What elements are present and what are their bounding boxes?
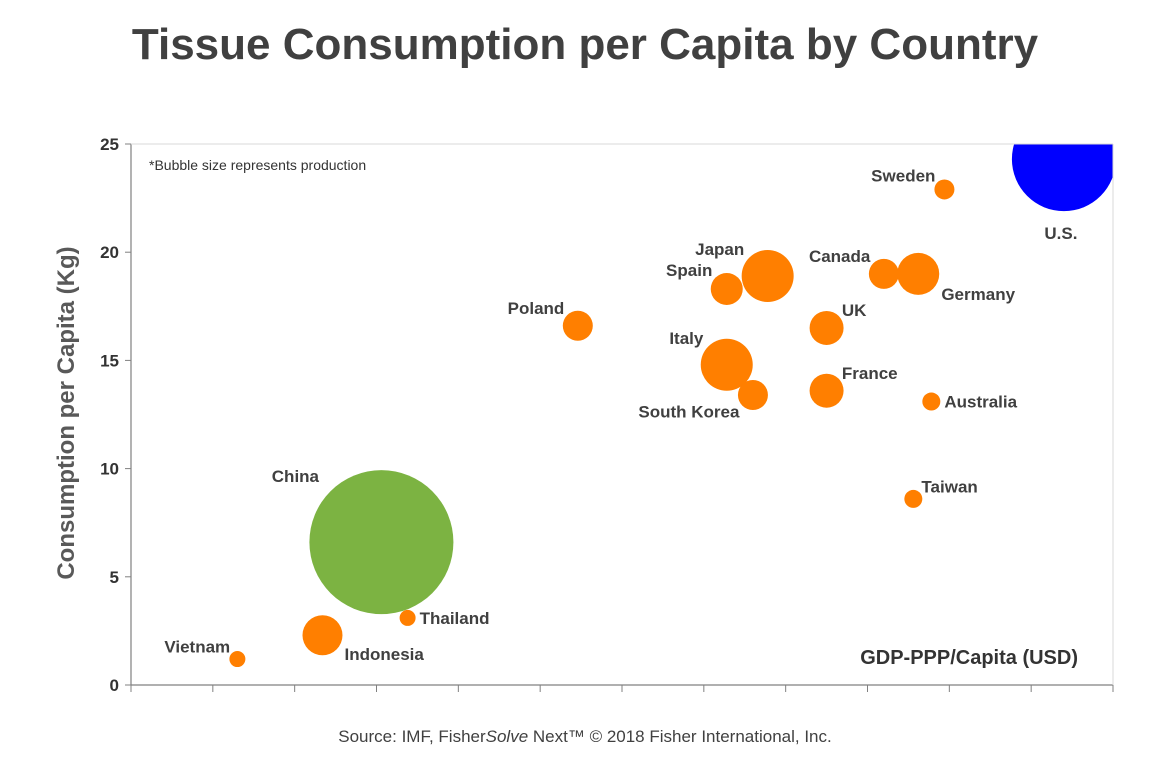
- bubble-label-australia: Australia: [944, 393, 1017, 412]
- bubbles-layer: [229, 144, 1113, 668]
- bubble-label-uk: UK: [842, 301, 867, 320]
- bubble-south-korea: [737, 380, 768, 411]
- bubble-france: [809, 373, 844, 408]
- bubble-spain: [710, 272, 743, 305]
- bubble-indonesia: [302, 615, 343, 656]
- bubble-label-u-s: U.S.: [1044, 224, 1077, 243]
- bubble-size-note: *Bubble size represents production: [149, 157, 366, 173]
- bubble-sweden: [934, 179, 955, 200]
- y-tick-label: 10: [100, 460, 119, 479]
- bubble-label-indonesia: Indonesia: [344, 645, 424, 664]
- bubble-label-south-korea: South Korea: [638, 403, 740, 422]
- bubble-vietnam: [229, 651, 246, 668]
- bubble-u-s: [1011, 144, 1113, 212]
- axes-layer: 0 5 10 15 20 25: [100, 135, 1114, 695]
- y-tick-label: 20: [100, 243, 119, 262]
- bubble-japan: [741, 250, 794, 303]
- bubble-label-france: France: [842, 364, 898, 383]
- bubble-thailand: [399, 609, 416, 626]
- bubble-italy: [700, 338, 753, 391]
- bubble-label-vietnam: Vietnam: [164, 638, 230, 657]
- bubble-label-canada: Canada: [809, 247, 871, 266]
- bubble-label-china: China: [272, 467, 320, 486]
- bubble-china: [309, 470, 454, 615]
- bubble-label-spain: Spain: [666, 261, 712, 280]
- source-prefix: Source: IMF, Fisher: [338, 727, 486, 746]
- bubble-label-japan: Japan: [695, 240, 744, 259]
- bubble-label-italy: Italy: [669, 329, 704, 348]
- y-tick-label: 25: [100, 135, 119, 154]
- chart-title: Tissue Consumption per Capita by Country: [131, 20, 1039, 69]
- bubble-label-poland: Poland: [508, 299, 565, 318]
- source-italic: Solve: [485, 727, 529, 746]
- y-axis-title: Consumption per Capita (Kg): [53, 246, 80, 579]
- bubble-uk: [809, 310, 844, 345]
- bubble-poland: [562, 310, 593, 341]
- x-axis-title: GDP-PPP/Capita (USD): [860, 647, 1078, 669]
- bubble-label-taiwan: Taiwan: [921, 478, 977, 497]
- source-footnote: Source: IMF, FisherSolve Next™ © 2018 Fi…: [0, 727, 1170, 747]
- bubble-label-sweden: Sweden: [871, 166, 935, 185]
- bubble-canada: [868, 258, 899, 289]
- bubble-label-germany: Germany: [941, 285, 1015, 304]
- bubble-germany: [897, 252, 940, 295]
- source-suffix: Next™ © 2018 Fisher International, Inc.: [528, 727, 832, 746]
- bubble-taiwan: [904, 489, 923, 508]
- y-tick-label: 0: [110, 676, 119, 695]
- bubble-label-thailand: Thailand: [420, 609, 490, 628]
- bubble-australia: [922, 392, 941, 411]
- y-tick-label: 15: [100, 351, 119, 370]
- bubble-labels-layer: Vietnam Indonesia China Thailand Poland Italy…: [164, 166, 1077, 664]
- y-tick-label: 5: [110, 568, 119, 587]
